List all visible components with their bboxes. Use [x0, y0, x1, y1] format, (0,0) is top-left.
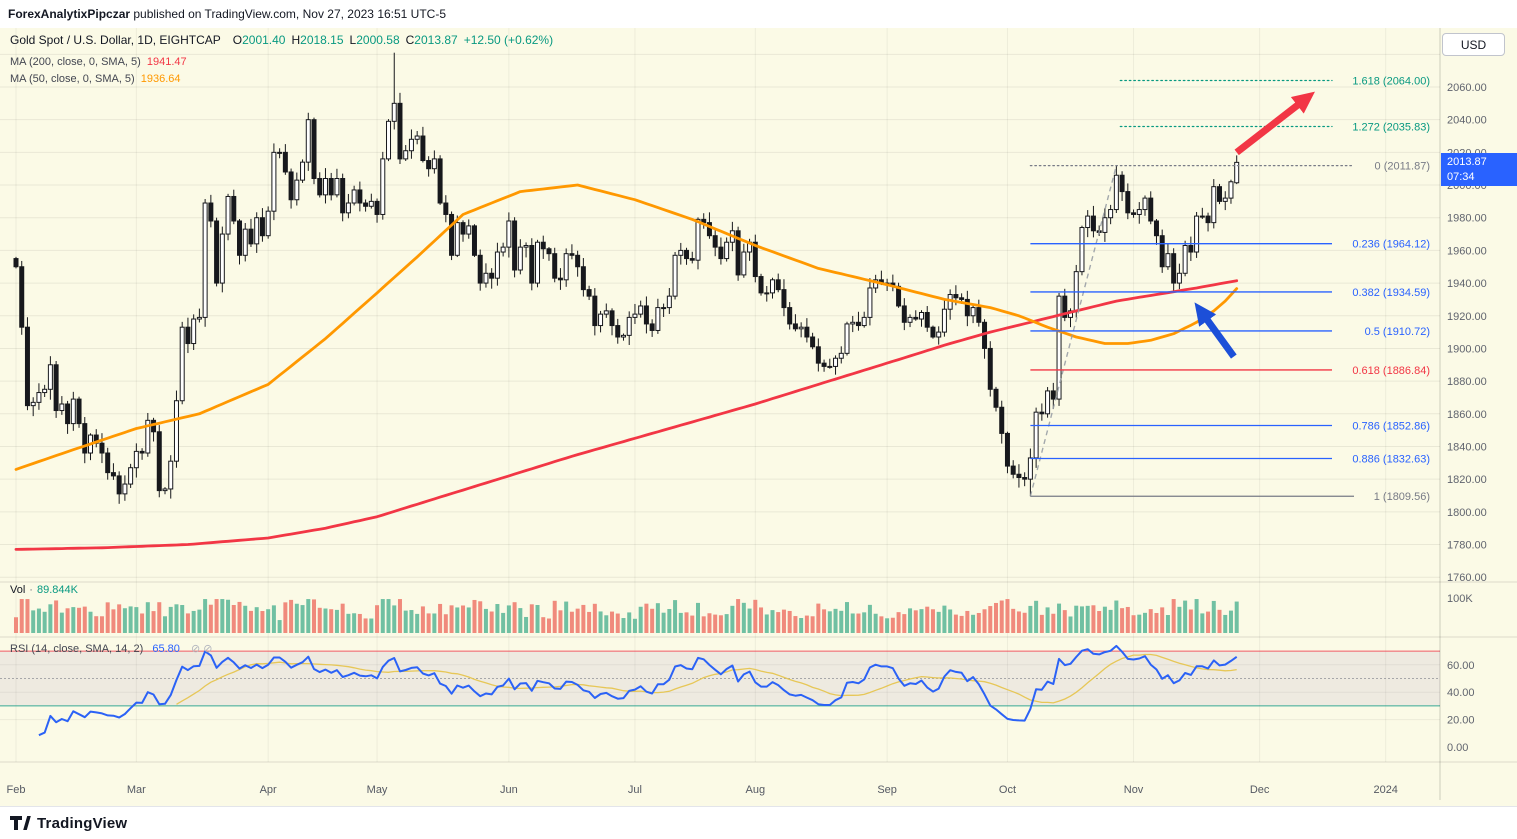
price-axis-label: 1820.00	[1447, 474, 1487, 486]
price-axis-label: 1960.00	[1447, 245, 1487, 257]
publish-bar: ForexAnalytixPipczar published on Tradin…	[0, 0, 1517, 28]
price-axis-label: 1800.00	[1447, 507, 1487, 519]
rsi-axis-label: 0.00	[1447, 742, 1468, 754]
ch art-legend: Gold Spot / U.S. Dollar, 1D, EIGHTCAP O2…	[10, 34, 553, 85]
volume-legend[interactable]: Vol · 89.844K	[10, 584, 78, 596]
fib-baseline[interactable]	[1029, 165, 1118, 497]
bar-countdown: 07:34	[1447, 171, 1475, 183]
time-axis-label: Oct	[999, 784, 1016, 796]
rsi-axis-label: 60.00	[1447, 660, 1475, 672]
fib-level-label: 0.382 (1934.59)	[1352, 287, 1430, 299]
currency-toggle-button[interactable]: USD	[1442, 33, 1505, 56]
fib-level-label: 1 (1809.56)	[1374, 491, 1430, 503]
time-axis-label: Mar	[127, 784, 146, 796]
fib-retracement[interactable]: 1.618 (2064.00) 1.272 (2035.83) 0 (2011.87…	[1029, 75, 1430, 503]
volume-series	[14, 599, 1239, 633]
pane-separators	[0, 28, 1517, 800]
time-axis-label: 2024	[1373, 784, 1397, 796]
fib-level-label: 0.236 (1964.12)	[1352, 239, 1430, 251]
volume-separator: ·	[29, 584, 33, 596]
support-bounce-arrow[interactable]	[1194, 302, 1237, 359]
ma50-label: MA (50, close, 0, SMA, 5)	[10, 73, 135, 85]
bullish-projection-arrow[interactable]	[1234, 91, 1315, 156]
rsi-label: RSI (14, close, SMA, 14, 2)	[10, 643, 144, 655]
price-axis-label: 1920.00	[1447, 311, 1487, 323]
candlestick-series	[13, 52, 1240, 504]
rsi-hidden-values-icon: ⊘ ⊘	[190, 643, 213, 655]
time-axis-label: Jun	[500, 784, 518, 796]
tradingview-brand[interactable]: TradingView	[37, 814, 128, 832]
ma50-legend-row[interactable]: MA (50, close, 0, SMA, 5) 1936.64	[10, 74, 553, 85]
rsi-line	[38, 644, 1238, 737]
rsi-axis-label: 20.00	[1447, 715, 1475, 727]
publish-info: published on TradingView.com, Nov 27, 20…	[130, 7, 447, 21]
footer-bar: TradingView	[0, 806, 1517, 839]
change-value: +12.50 (+0.62%)	[463, 33, 554, 47]
price-axis-label: 2040.00	[1447, 115, 1487, 127]
price-axis-label: 1900.00	[1447, 343, 1487, 355]
rsi-bands	[0, 650, 1440, 707]
rsi-ma-line	[176, 653, 1237, 705]
ma200-legend-row[interactable]: MA (200, close, 0, SMA, 5) 1941.47	[10, 57, 553, 68]
time-axis-label: Aug	[746, 784, 766, 796]
time-axis[interactable]: Feb Mar Apr May Jun Jul Aug Sep Oct Nov Dec 2024	[7, 784, 1398, 796]
close-value: 2013.87	[414, 33, 458, 47]
volume-value: 89.844K	[36, 584, 78, 596]
volume-axis-label: 100K	[1447, 593, 1473, 605]
time-axis-label: Jul	[628, 784, 642, 796]
fib-level-label: 0.5 (1910.72)	[1365, 326, 1430, 338]
symbol-legend-row[interactable]: Gold Spot / U.S. Dollar, 1D, EIGHTCAP O2…	[10, 34, 553, 51]
price-axis-label: 1940.00	[1447, 278, 1487, 290]
open-key: O	[232, 33, 243, 47]
high-value: 2018.15	[300, 33, 344, 47]
fib-level-label: 0.618 (1886.84)	[1352, 365, 1430, 377]
time-axis-label: Apr	[260, 784, 277, 796]
price-axis-label: 1980.00	[1447, 213, 1487, 225]
tradingview-logo-icon[interactable]	[10, 815, 31, 831]
last-price-badge: 2013.87 07:34	[1441, 153, 1517, 186]
price-axis-label: 1880.00	[1447, 376, 1487, 388]
fib-level-label: 1.272 (2035.83)	[1352, 121, 1430, 133]
time-axis-label: Dec	[1250, 784, 1270, 796]
time-axis-label: May	[367, 784, 388, 796]
close-key: C	[405, 33, 415, 47]
price-axis-label: 2060.00	[1447, 82, 1487, 94]
low-key: L	[349, 33, 357, 47]
ma200-value: 1941.47	[146, 56, 187, 68]
price-axis-label: 1780.00	[1447, 540, 1487, 552]
rsi-value: 65.80	[152, 643, 180, 655]
price-axis-label: 1840.00	[1447, 441, 1487, 453]
fib-level-label: 0 (2011.87)	[1375, 161, 1430, 173]
rsi-legend[interactable]: RSI (14, close, SMA, 14, 2) 65.80 ⊘ ⊘	[10, 642, 212, 655]
ma200-label: MA (200, close, 0, SMA, 5)	[10, 56, 141, 68]
symbol-title: Gold Spot / U.S. Dollar, 1D, EIGHTCAP	[10, 33, 221, 47]
volume-label: Vol	[10, 584, 26, 596]
low-value: 2000.58	[356, 33, 400, 47]
time-axis-label: Sep	[877, 784, 897, 796]
ma50-value: 1936.64	[140, 73, 181, 85]
fib-level-label: 0.786 (1852.86)	[1352, 420, 1430, 432]
publish-author: ForexAnalytixPipczar	[8, 7, 131, 21]
open-value: 2001.40	[242, 33, 286, 47]
last-price: 2013.87	[1447, 156, 1487, 168]
time-axis-label: Feb	[7, 784, 26, 796]
time-axis-label: Nov	[1124, 784, 1144, 796]
high-key: H	[291, 33, 301, 47]
ma-50-line	[14, 183, 1239, 471]
fib-level-label: 0.886 (1832.63)	[1352, 454, 1430, 466]
price-axis-label: 1760.00	[1447, 572, 1487, 584]
rsi-axis-label: 40.00	[1447, 687, 1475, 699]
price-axis-label: 1860.00	[1447, 409, 1487, 421]
fib-level-label: 1.618 (2064.00)	[1352, 75, 1430, 87]
